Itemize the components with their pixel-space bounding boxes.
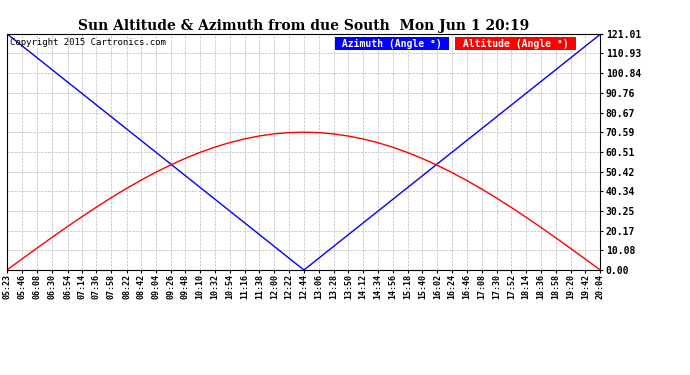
Text: Azimuth (Angle °): Azimuth (Angle °) — [336, 39, 448, 48]
Text: Altitude (Angle °): Altitude (Angle °) — [457, 39, 574, 48]
Title: Sun Altitude & Azimuth from due South  Mon Jun 1 20:19: Sun Altitude & Azimuth from due South Mo… — [78, 19, 529, 33]
Text: Copyright 2015 Cartronics.com: Copyright 2015 Cartronics.com — [10, 39, 166, 48]
